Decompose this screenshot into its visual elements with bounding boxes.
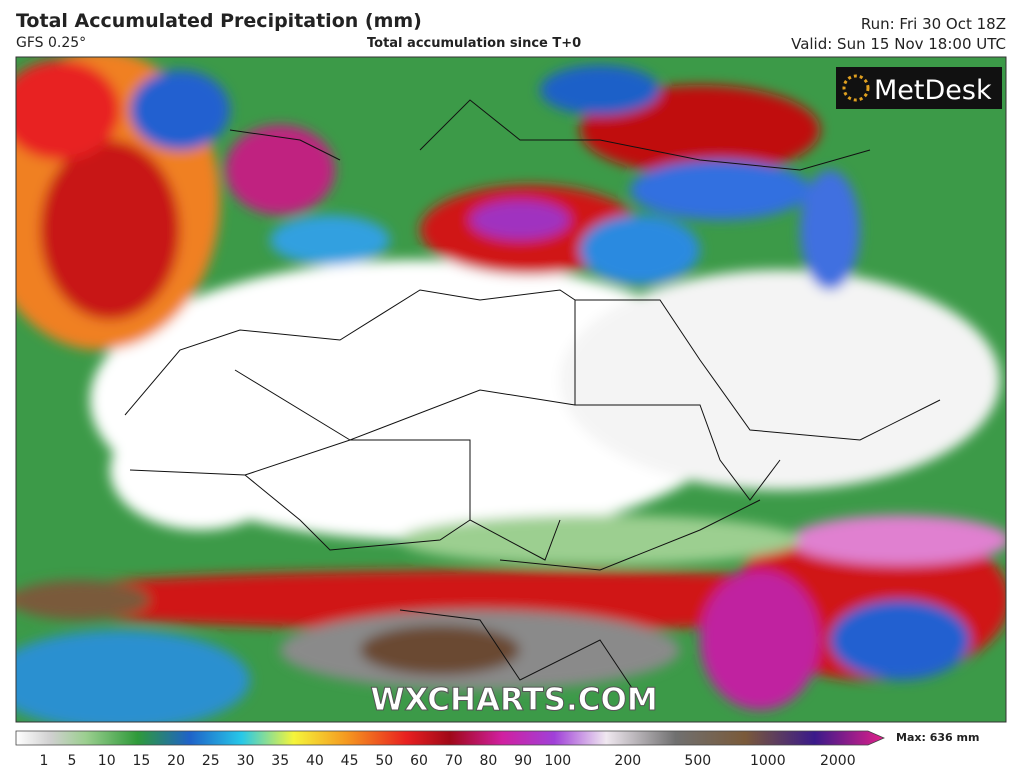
colorbar-tick-label: 40 xyxy=(306,753,324,769)
logo: MetDesk xyxy=(874,75,992,106)
colorbar-tick-label: 30 xyxy=(237,753,255,769)
subtitle: Total accumulation since T+0 xyxy=(367,36,582,51)
map-frame xyxy=(15,56,1007,723)
colorbar-tick-label: 10 xyxy=(98,753,116,769)
colorbar-tick-label: 35 xyxy=(271,753,289,769)
colorbar-tick-label: 20 xyxy=(167,753,185,769)
valid: Valid: Sun 15 Nov 18:00 UTC xyxy=(791,35,1006,53)
watermark: WXCHARTS.COM xyxy=(370,682,657,718)
colorbar xyxy=(15,730,885,746)
logo-box xyxy=(836,67,1002,109)
colorbar-tick-label: 25 xyxy=(202,753,220,769)
colorbar-ticks: 1 5 10 15 20 25 30 35 40 45 50 60 70 80 90 100 200 500 100… xyxy=(40,753,856,769)
precip-field xyxy=(16,57,1006,722)
title: Total Accumulated Precipitation (mm) xyxy=(16,10,422,32)
colorbar-tick-label: 100 xyxy=(544,753,571,769)
run: Run: Fri 30 Oct 18Z xyxy=(860,15,1006,33)
colorbar-tick-label: 70 xyxy=(445,753,463,769)
model: GFS 0.25° xyxy=(16,35,87,51)
colorbar-tick-label: 500 xyxy=(684,753,711,769)
logo-icon xyxy=(842,74,870,102)
colorbar-tick-label: 80 xyxy=(479,753,497,769)
colorbar-tick-label: 90 xyxy=(514,753,532,769)
colorbar-tick-label: 2000 xyxy=(820,753,856,769)
max-label: Max: 636 mm xyxy=(896,731,979,744)
colorbar-tick-label: 50 xyxy=(375,753,393,769)
colorbar-tick-label: 45 xyxy=(341,753,359,769)
borders xyxy=(124,99,941,701)
colorbar-tick-label: 60 xyxy=(410,753,428,769)
colorbar-tick-label: 1000 xyxy=(750,753,786,769)
colorbar-tick-label: 200 xyxy=(614,753,641,769)
colorbar-tick-label: 1 xyxy=(40,753,49,769)
colorbar-tick-label: 15 xyxy=(132,753,150,769)
colorbar-tick-label: 5 xyxy=(68,753,77,769)
